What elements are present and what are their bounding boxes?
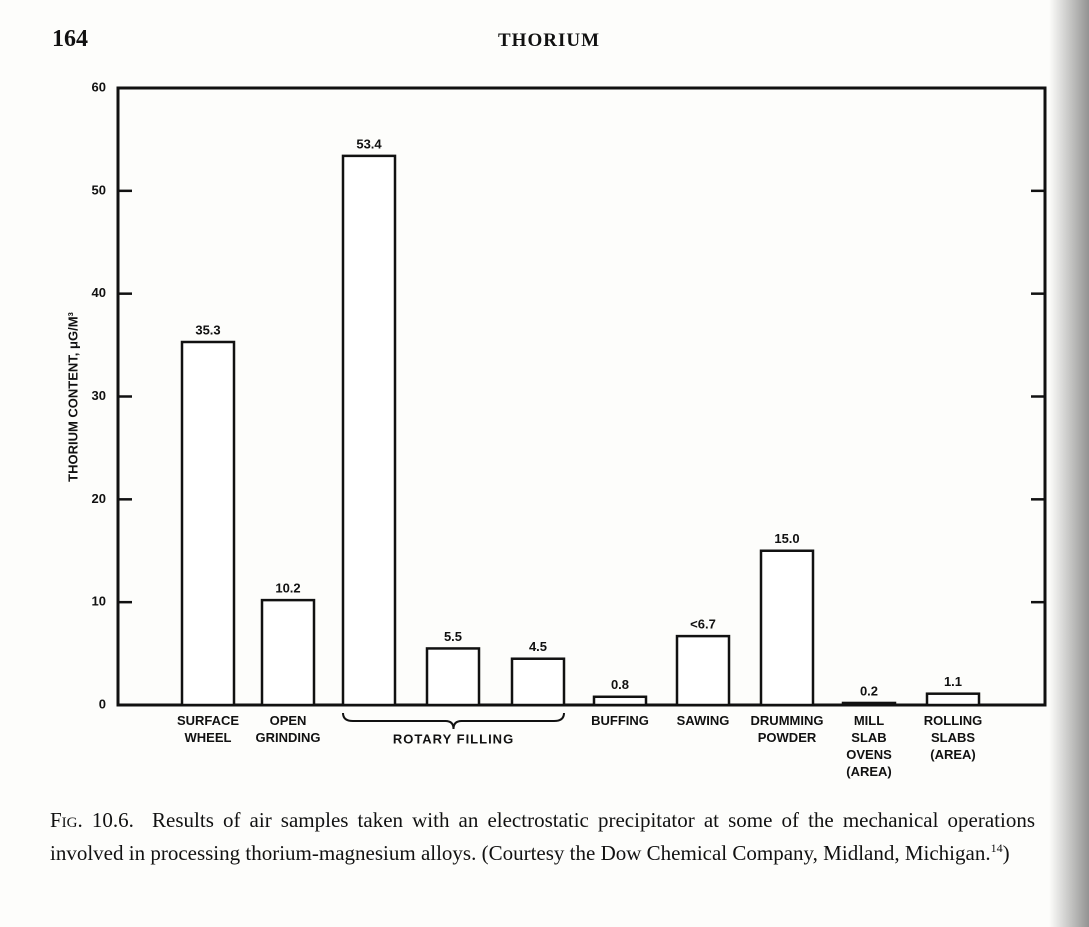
caption-text: Results of air samples taken with an ele… (50, 808, 1036, 865)
x-tick-label: OPEN GRINDING (255, 713, 321, 745)
caption-label: Fig. 10.6. (50, 808, 134, 832)
x-tick-label: BUFFING (591, 713, 649, 728)
value-label: 35.3 (195, 322, 220, 337)
plot-frame (116, 86, 1047, 707)
x-tick-label: DRUMMING POWDER (750, 713, 824, 745)
value-label: 0.8 (611, 677, 629, 692)
value-label: 15.0 (774, 531, 799, 546)
x-tick-label: SAWING (676, 713, 730, 728)
bar (675, 634, 731, 707)
value-label: 0.2 (860, 683, 878, 698)
y-tick-label: 0 (99, 696, 106, 711)
bar (925, 692, 981, 707)
value-label: 4.5 (529, 639, 547, 654)
y-tick-label: 50 (92, 182, 106, 197)
y-tick-label: 60 (92, 79, 106, 94)
bar (759, 549, 815, 707)
caption-close: ) (1002, 841, 1010, 865)
chart: THORIUM CONTENT, μG/M³ 0 10 20 30 40 50 60 35.3… (65, 79, 1047, 746)
group-label: ROTARY FILLING (393, 731, 514, 746)
y-tick-label: 10 (92, 594, 106, 609)
caption-ref: 14 (990, 841, 1003, 855)
y-tick-label: 30 (92, 388, 106, 403)
bar (341, 154, 397, 707)
x-tick-label: ROLLING SLABS (AREA) (923, 713, 983, 762)
value-label: 10.2 (275, 581, 300, 596)
bar (510, 657, 566, 707)
value-label: 5.5 (444, 629, 462, 644)
page-number: 164 (52, 26, 88, 52)
y-tick-label: 20 (92, 491, 106, 506)
x-tick-label: SURFACE WHEEL (176, 713, 240, 745)
value-label: <6.7 (690, 617, 716, 632)
y-tick-label: 40 (92, 285, 106, 300)
running-head: THORIUM (498, 30, 600, 51)
caption: Fig. 10.6. Results of air samples taken … (50, 806, 1035, 867)
bar (180, 340, 236, 707)
group-brace (342, 712, 565, 730)
bar (592, 695, 648, 707)
value-label: 53.4 (356, 136, 382, 151)
y-axis-label: THORIUM CONTENT, μG/M³ (65, 311, 80, 481)
scan-shadow (1049, 0, 1089, 927)
value-label: 1.1 (944, 674, 962, 689)
bar (260, 598, 316, 707)
bar (425, 647, 481, 707)
bar (841, 701, 897, 707)
x-tick-label: MILL SLAB OVENS (AREA) (846, 713, 892, 779)
